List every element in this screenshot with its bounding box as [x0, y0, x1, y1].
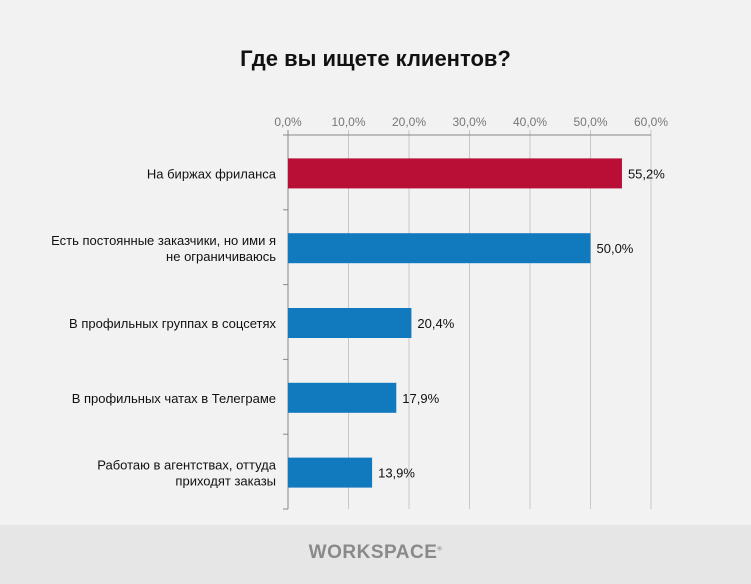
data-label: 50,0% — [597, 241, 634, 256]
category-label: На биржах фриланса — [147, 166, 277, 181]
category-label: Работаю в агентствах, оттуда — [97, 458, 277, 473]
data-label: 55,2% — [628, 166, 665, 181]
data-label: 13,9% — [378, 466, 415, 481]
x-tick-label: 10,0% — [331, 115, 365, 129]
workspace-logo: WORKSPACE® — [308, 542, 443, 563]
x-tick-label: 60,0% — [634, 115, 668, 129]
bar — [288, 382, 397, 413]
data-label: 17,9% — [402, 391, 439, 406]
category-label: В профильных группах в соцсетях — [69, 316, 276, 331]
category-label: приходят заказы — [175, 474, 276, 489]
category-label: Есть постоянные заказчики, но ими я — [51, 233, 276, 248]
category-label: не ограничиваюсь — [166, 249, 276, 264]
chart-title: Где вы ищете клиентов? — [240, 46, 511, 71]
x-tick-label: 40,0% — [513, 115, 547, 129]
bar-chart: 0,0% 10,0% 20,0% 30,0% 40,0% 50,0% 60,0% 55,2% Н… — [51, 115, 668, 510]
x-tick-label: 20,0% — [392, 115, 426, 129]
bar — [288, 233, 591, 264]
bar — [288, 457, 373, 488]
x-tick-label: 0,0% — [274, 115, 302, 129]
footer: WORKSPACE® — [0, 525, 751, 584]
bar — [288, 308, 412, 338]
x-tick-label: 30,0% — [452, 115, 486, 129]
category-label: В профильных чатах в Телеграме — [72, 391, 276, 406]
bar — [288, 158, 622, 189]
data-label: 20,4% — [417, 316, 454, 331]
x-tick-label: 50,0% — [573, 115, 607, 129]
